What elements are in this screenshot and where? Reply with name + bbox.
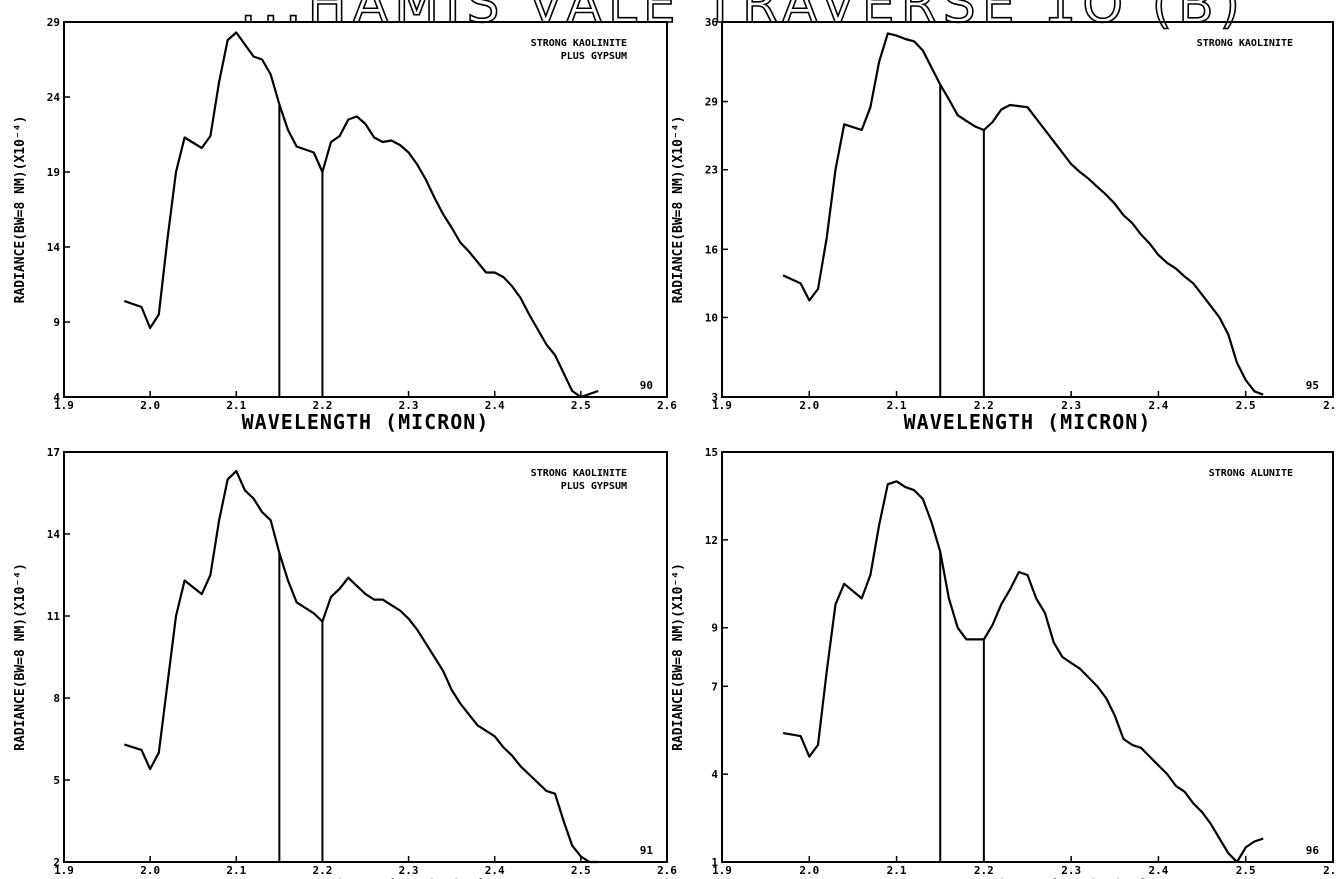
- y-tick-label: 19: [47, 166, 60, 179]
- x-tick-label: 2.4: [485, 864, 505, 877]
- plot-frame: [721, 21, 1334, 398]
- y-tick-label: 15: [705, 446, 718, 459]
- annotation-text: PLUS GYPSUM: [561, 51, 627, 62]
- x-axis-label: WAVELENGTH (MICRON): [242, 875, 490, 879]
- y-tick-label: 5: [53, 774, 60, 787]
- annotation-text: STRONG KAOLINITE: [531, 468, 627, 479]
- x-tick-label: 1.9: [712, 399, 732, 412]
- x-tick-label: 1.9: [54, 864, 74, 877]
- x-tick-label: 2.1: [887, 864, 907, 877]
- y-tick-label: 11: [47, 610, 61, 623]
- y-axis-label: RADIANCE(BW=8 NM)(X10⁻⁴): [13, 563, 28, 751]
- y-tick-label: 1: [711, 856, 718, 869]
- x-tick-label: 2.5: [571, 399, 591, 412]
- y-tick-label: 4: [53, 391, 60, 404]
- x-tick-label: 2.0: [140, 864, 160, 877]
- x-tick-label: 2.3: [399, 864, 419, 877]
- figure-title: ...HAMIS VALE TRAVERSE 1O (B): [240, 0, 1246, 35]
- y-tick-label: 9: [53, 316, 60, 329]
- radiance-series-line: [123, 31, 599, 399]
- y-tick-label: 2: [53, 856, 60, 869]
- y-axis-label: RADIANCE(BW=8 NM)(X10⁻⁴): [13, 116, 28, 304]
- x-tick-label: 2.5: [1236, 864, 1256, 877]
- plot-frame: [63, 451, 668, 863]
- x-tick-label: 2.2: [974, 864, 994, 877]
- chart-panel-91: 1.9 2.0 2.1 2.2 2.3 2.4 2.5 2.6 2 5 8 11 14 17 WAVELEN…: [13, 446, 677, 879]
- y-tick-label: 10: [705, 311, 718, 324]
- chart-panel-90: 1.9 2.0 2.1 2.2 2.3 2.4 2.5 2.6 4 9 14 19 24 29 WAVELE…: [13, 16, 677, 434]
- x-tick-label: 2.6: [1323, 399, 1336, 412]
- x-tick-label: 2.0: [799, 399, 819, 412]
- spectrum-id-label: 96: [1306, 844, 1320, 857]
- plot-frame: [721, 451, 1334, 863]
- y-tick-label: 29: [705, 96, 718, 109]
- x-tick-label: 2.2: [974, 399, 994, 412]
- y-tick-label: 16: [705, 243, 719, 256]
- y-tick-label: 12: [705, 534, 718, 547]
- y-tick-label: 3: [711, 391, 718, 404]
- x-tick-label: 2.5: [1236, 399, 1256, 412]
- x-tick-label: 2.3: [1061, 864, 1081, 877]
- x-tick-label: 2.2: [312, 864, 332, 877]
- y-tick-label: 17: [47, 446, 60, 459]
- y-tick-label: 7: [711, 680, 718, 693]
- x-tick-label: 1.9: [54, 399, 74, 412]
- x-axis-label: WAVELENGTH (MICRON): [242, 410, 490, 434]
- spectrum-id-label: 95: [1306, 379, 1319, 392]
- annotation-text: STRONG ALUNITE: [1209, 468, 1293, 479]
- x-tick-label: 2.2: [312, 399, 332, 412]
- annotation-text: PLUS GYPSUM: [561, 481, 627, 492]
- radiance-series-line: [782, 480, 1264, 864]
- x-tick-label: 2.6: [1323, 864, 1336, 877]
- chart-panel-96: 1.9 2.0 2.1 2.2 2.3 2.4 2.5 2.6 1 4 7 9 12 15 WAVELENG…: [671, 446, 1336, 879]
- annotation-text: STRONG KAOLINITE: [531, 38, 627, 49]
- y-tick-label: 36: [705, 16, 719, 29]
- spectrum-id-label: 90: [640, 379, 653, 392]
- x-tick-label: 2.5: [571, 864, 591, 877]
- x-tick-label: 2.4: [1148, 399, 1168, 412]
- x-tick-label: 2.3: [399, 399, 419, 412]
- x-tick-label: 2.1: [887, 399, 907, 412]
- annotation-text: STRONG KAOLINITE: [1197, 38, 1293, 49]
- y-axis-label: RADIANCE(BW=8 NM)(X10⁻⁴): [671, 563, 686, 751]
- x-tick-label: 2.4: [485, 399, 505, 412]
- y-tick-label: 8: [53, 692, 60, 705]
- x-axis-label: WAVELENGTH (MICRON): [904, 875, 1152, 879]
- x-tick-label: 2.6: [657, 399, 677, 412]
- x-tick-label: 2.0: [140, 399, 160, 412]
- x-axis-label: WAVELENGTH (MICRON): [904, 410, 1152, 434]
- x-tick-label: 2.1: [226, 864, 246, 877]
- x-tick-label: 1.9: [712, 864, 732, 877]
- y-tick-label: 29: [47, 16, 60, 29]
- x-tick-label: 2.3: [1061, 399, 1081, 412]
- y-tick-label: 24: [47, 91, 61, 104]
- y-tick-label: 14: [47, 241, 61, 254]
- radiance-series-line: [782, 32, 1264, 396]
- x-tick-label: 2.6: [657, 864, 677, 877]
- x-tick-label: 2.1: [226, 399, 246, 412]
- chart-panel-95: 1.9 2.0 2.1 2.2 2.3 2.4 2.5 2.6 3 10 16 23 29 36 WAVEL…: [671, 16, 1336, 434]
- x-tick-label: 2.0: [799, 864, 819, 877]
- y-axis-label: RADIANCE(BW=8 NM)(X10⁻⁴): [671, 116, 686, 304]
- spectrum-id-label: 91: [640, 844, 654, 857]
- plot-frame: [63, 21, 668, 398]
- y-tick-label: 9: [711, 622, 718, 635]
- radiance-series-line: [123, 470, 599, 864]
- y-tick-label: 23: [705, 164, 718, 177]
- chart-panels: 1.9 2.0 2.1 2.2 2.3 2.4 2.5 2.64914192429WAVELE…: [13, 16, 1336, 879]
- y-tick-label: 4: [711, 768, 718, 781]
- x-tick-label: 2.4: [1148, 864, 1168, 877]
- y-tick-label: 14: [47, 528, 61, 541]
